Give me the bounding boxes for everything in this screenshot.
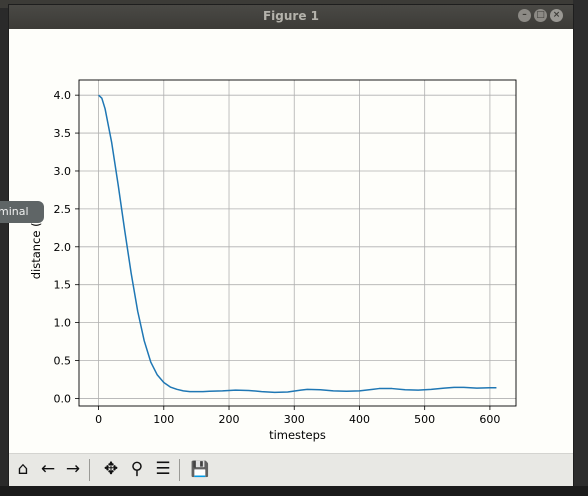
desktop-top-strip bbox=[0, 0, 588, 8]
close-button[interactable]: × bbox=[550, 9, 563, 22]
y-tick-label: 1.5 bbox=[54, 279, 72, 292]
pan-icon[interactable]: ✥ bbox=[103, 459, 119, 479]
x-tick-label: 100 bbox=[153, 413, 174, 426]
configure-subplots-icon[interactable]: ☰ bbox=[155, 459, 171, 479]
save-icon[interactable]: 💾 bbox=[190, 460, 210, 478]
y-tick-label: 2.5 bbox=[54, 203, 72, 216]
window-controls: – □ × bbox=[518, 9, 563, 22]
window-title: Figure 1 bbox=[262, 9, 320, 23]
figure-window: Figure 1 – □ × 0 100 200 300 400 500 600 0.0 0.5… bbox=[9, 5, 573, 487]
maximize-button[interactable]: □ bbox=[534, 9, 547, 22]
toolbar-separator bbox=[179, 459, 180, 481]
grid bbox=[79, 80, 516, 406]
x-tick-label: 600 bbox=[479, 413, 500, 426]
minimize-button[interactable]: – bbox=[518, 9, 531, 22]
y-tick-label: 1.0 bbox=[54, 317, 72, 330]
x-axis-label: timesteps bbox=[269, 428, 326, 442]
series-line bbox=[98, 94, 497, 394]
y-axis-label: distance (m) bbox=[29, 207, 43, 280]
background-editor: ▶ v , lel ) bbox=[573, 0, 588, 496]
window-titlebar[interactable]: Figure 1 – □ × bbox=[9, 5, 573, 29]
desktop-bottom-strip bbox=[0, 486, 588, 496]
y-tick-label: 4.0 bbox=[54, 89, 72, 102]
home-icon[interactable]: ⌂ bbox=[17, 459, 29, 479]
y-tick-label: 2.0 bbox=[54, 241, 72, 254]
toolbar-separator bbox=[89, 459, 90, 481]
back-icon[interactable]: ← bbox=[40, 459, 56, 479]
terminal-tab[interactable]: minal bbox=[0, 201, 44, 223]
x-tick-label: 200 bbox=[219, 413, 240, 426]
plot-canvas[interactable]: 0 100 200 300 400 500 600 0.0 0.5 1.0 1.5 2.0 2.5 3.0… bbox=[9, 29, 573, 453]
ticks: 0 100 200 300 400 500 600 0.0 0.5 1.0 1.5 2.0 2.5 3.0… bbox=[54, 89, 501, 426]
y-tick-label: 0.5 bbox=[54, 355, 72, 368]
x-tick-label: 300 bbox=[284, 413, 305, 426]
x-tick-label: 0 bbox=[95, 413, 102, 426]
y-tick-label: 3.5 bbox=[54, 127, 72, 140]
y-tick-label: 3.0 bbox=[54, 165, 72, 178]
series-layer bbox=[98, 94, 497, 394]
zoom-icon[interactable]: ⚲ bbox=[130, 459, 144, 479]
forward-icon[interactable]: → bbox=[65, 459, 81, 479]
axes-frame bbox=[78, 79, 517, 407]
x-tick-label: 500 bbox=[414, 413, 435, 426]
y-tick-label: 0.0 bbox=[54, 392, 72, 405]
x-tick-label: 400 bbox=[349, 413, 370, 426]
matplotlib-toolbar: ⌂ ← → ✥ ⚲ ☰ 💾 bbox=[9, 453, 573, 487]
